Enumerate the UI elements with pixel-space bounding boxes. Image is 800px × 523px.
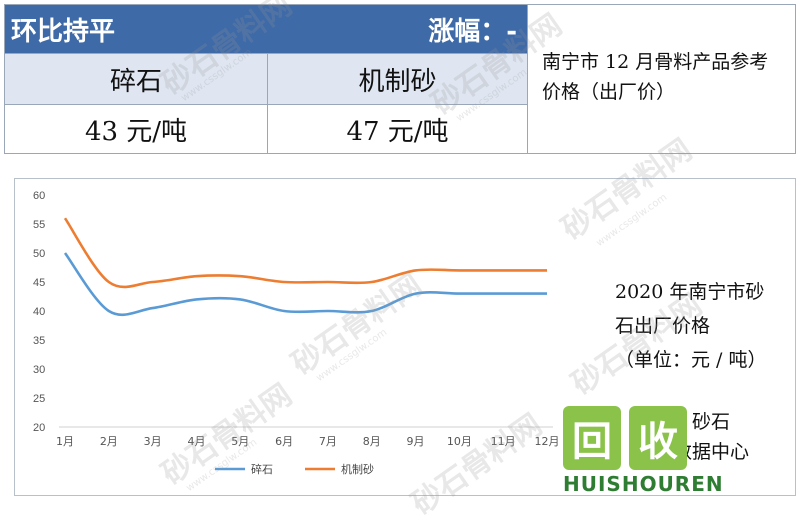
series-line-1 — [63, 252, 547, 316]
legend-label: 机制砂 — [341, 462, 374, 476]
logo-text: HUISHOUREN — [563, 472, 724, 496]
chart-description-line1: 2020 年南宁市砂 — [615, 281, 765, 303]
price-manufactured-sand: 47 元/吨 — [346, 116, 449, 147]
x-tick-label: 8月 — [363, 435, 381, 448]
y-tick-label: 60 — [33, 190, 45, 202]
top-description-panel: 南宁市 12 月骨料产品参考价格（出厂价） — [528, 4, 796, 154]
logo-glyph-1: 回 — [563, 406, 621, 470]
price-table-title: 环比持平 — [11, 17, 116, 47]
column-header-crushed-stone: 碎石 — [5, 53, 267, 105]
y-tick-label: 40 — [33, 306, 45, 318]
price-table: 环比持平 涨幅：- 碎石 机制砂 43 元/吨 47 元/吨 — [4, 4, 528, 154]
line-chart: 20 25 30 35 40 45 50 55 60 1月 2月 3月 4月 5月 6月 7月 8月 9月 10月 1… — [33, 190, 560, 476]
chart-side-description: 2020 年南宁市砂 石出厂价格 （单位：元 / 吨） — [615, 275, 795, 377]
x-tick-label: 11月 — [491, 435, 516, 448]
chart-unit: （单位：元 / 吨） — [615, 349, 767, 371]
x-tick-label: 1月 — [56, 435, 74, 448]
logo-glyph-2: 收 — [629, 406, 687, 470]
y-tick-label: 35 — [33, 335, 45, 347]
x-tick-label: 3月 — [144, 435, 162, 448]
column-divider — [267, 53, 268, 153]
price-crushed-stone: 43 元/吨 — [84, 116, 188, 147]
x-tick-label: 9月 — [407, 435, 425, 448]
price-table-header: 环比持平 涨幅：- — [5, 5, 527, 53]
y-tick-label: 30 — [33, 364, 45, 376]
x-tick-label: 2月 — [100, 435, 118, 448]
y-tick-label: 45 — [33, 277, 45, 289]
y-tick-label: 20 — [33, 422, 45, 434]
y-tick-label: 50 — [33, 248, 45, 260]
y-tick-label: 25 — [33, 393, 45, 405]
x-tick-label: 5月 — [231, 435, 249, 448]
x-tick-label: 6月 — [275, 435, 293, 448]
column-header-manufactured-sand: 机制砂 — [268, 53, 527, 105]
legend-label: 碎石 — [251, 462, 273, 476]
x-tick-label: 10月 — [447, 435, 472, 448]
price-change-label: 涨幅：- — [428, 17, 517, 47]
x-tick-label: 4月 — [187, 435, 205, 448]
top-description: 南宁市 12 月骨料产品参考价格（出厂价） — [542, 51, 769, 103]
x-tick-label: 12月 — [535, 435, 560, 448]
x-tick-label: 7月 — [319, 435, 337, 448]
series-line-2 — [63, 217, 547, 289]
huishouren-logo: 回 收 HUISHOUREN — [543, 400, 798, 498]
chart-description-line2: 石出厂价格 — [615, 315, 711, 337]
y-tick-label: 55 — [33, 219, 45, 231]
